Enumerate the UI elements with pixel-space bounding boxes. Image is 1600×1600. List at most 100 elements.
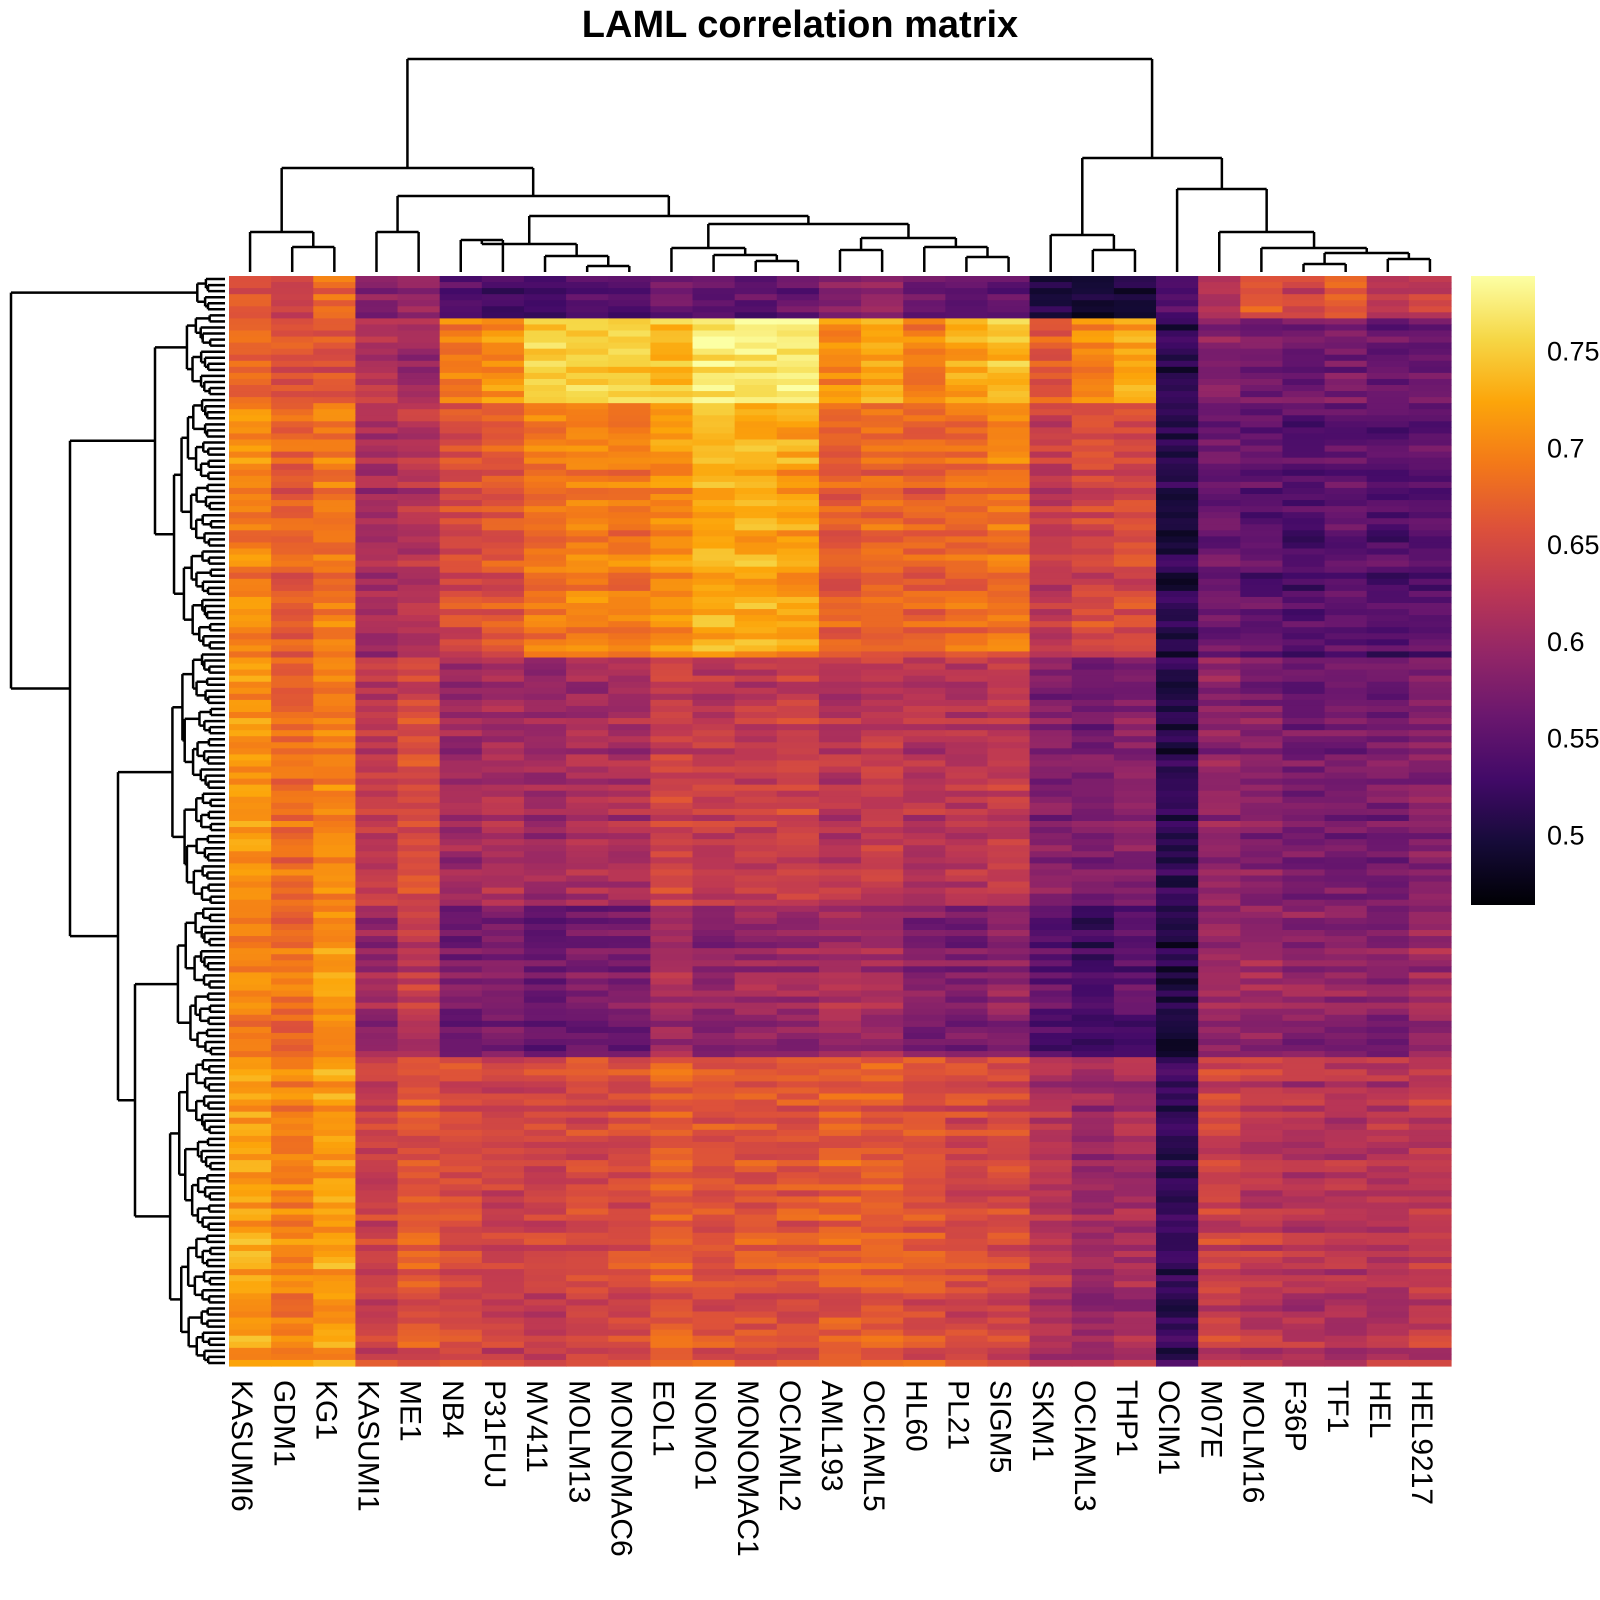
heatmap-cell [1408, 712, 1452, 719]
heatmap-cell [1029, 1063, 1073, 1070]
heatmap-cell [1282, 1069, 1326, 1076]
heatmap-cell [271, 833, 314, 840]
heatmap-cell [608, 481, 651, 489]
heatmap-cell [355, 1045, 399, 1052]
heatmap-cell [776, 1148, 820, 1155]
heatmap-cell [734, 360, 778, 368]
heatmap-cell [229, 1039, 272, 1046]
heatmap-cell [1366, 500, 1410, 507]
heatmap-cell [439, 699, 483, 707]
heatmap-cell [1029, 754, 1073, 762]
heatmap-cell [1029, 1051, 1073, 1058]
heatmap-cell [945, 930, 989, 937]
heatmap-cell [987, 475, 1031, 483]
heatmap-cell [481, 1166, 525, 1173]
heatmap-cell [1366, 1039, 1410, 1046]
heatmap-cell [776, 354, 820, 362]
heatmap-cell [271, 294, 314, 301]
heatmap-cell [481, 996, 525, 1004]
heatmap-cell [734, 342, 778, 350]
heatmap-cell [397, 1111, 441, 1119]
heatmap-cell [397, 839, 441, 846]
heatmap-cell [818, 409, 862, 416]
heatmap-cell [776, 881, 820, 889]
heatmap-cell [818, 784, 862, 792]
heatmap-cell [692, 681, 736, 689]
heatmap-cell [355, 887, 399, 895]
heatmap-cell [776, 360, 820, 368]
heatmap-cell [1240, 378, 1284, 386]
heatmap-cell [1366, 566, 1410, 574]
heatmap-cell [1198, 1238, 1241, 1246]
heatmap-cell [692, 481, 736, 489]
heatmap-cell [1071, 827, 1115, 834]
heatmap-cell [481, 1257, 525, 1264]
heatmap-cell [229, 500, 272, 507]
heatmap-cell [1156, 372, 1199, 380]
heatmap-cell [1029, 451, 1073, 459]
heatmap-cell [818, 300, 862, 307]
heatmap-cell [818, 1081, 862, 1089]
heatmap-cell [1198, 887, 1241, 895]
heatmap-cell [1366, 984, 1410, 992]
heatmap-cell [1198, 1093, 1241, 1101]
heatmap-cell [776, 911, 820, 919]
heatmap-cell [608, 833, 651, 840]
heatmap-cell [608, 821, 651, 828]
heatmap-cell [1029, 851, 1073, 858]
heatmap-cell [861, 905, 904, 913]
heatmap-cell [1240, 712, 1284, 719]
heatmap-cell [987, 603, 1031, 610]
heatmap-cell [566, 917, 609, 925]
heatmap-cell [861, 712, 904, 719]
heatmap-cell [1071, 736, 1115, 743]
heatmap-cell [439, 354, 483, 362]
heatmap-cell [1282, 1244, 1326, 1252]
heatmap-cell [987, 469, 1031, 477]
heatmap-cell [1324, 778, 1368, 786]
heatmap-cell [271, 1069, 314, 1076]
heatmap-cell [1156, 1263, 1199, 1270]
heatmap-cell [271, 1214, 314, 1222]
heatmap-cell [523, 724, 567, 731]
heatmap-cell [313, 469, 357, 477]
heatmap-cell [439, 802, 483, 810]
heatmap-cell [313, 1111, 357, 1119]
heatmap-cell [313, 887, 357, 895]
heatmap-cell [1324, 1039, 1368, 1046]
heatmap-cell [523, 863, 567, 871]
heatmap-cell [439, 960, 483, 967]
heatmap-cell [818, 615, 862, 622]
heatmap-cell [397, 566, 441, 574]
heatmap-cell [776, 609, 820, 616]
heatmap-cell [1366, 1057, 1410, 1064]
heatmap-cell [1408, 1172, 1452, 1179]
heatmap-cell [650, 427, 694, 435]
heatmap-cell [229, 475, 272, 483]
heatmap-cell [945, 657, 989, 665]
heatmap-cell [945, 403, 989, 410]
heatmap-cell [861, 1299, 904, 1307]
heatmap-cell [1408, 1026, 1452, 1034]
heatmap-cell [776, 633, 820, 640]
heatmap-cell [229, 1123, 272, 1131]
heatmap-cell [650, 863, 694, 871]
heatmap-cell [1156, 415, 1199, 422]
heatmap-cell [650, 996, 694, 1004]
heatmap-cell [439, 936, 483, 943]
heatmap-cell [313, 712, 357, 719]
heatmap-cell [313, 736, 357, 743]
heatmap-cell [1240, 1263, 1284, 1270]
heatmap-cell [1156, 845, 1199, 852]
heatmap-cell [776, 917, 820, 925]
heatmap-cell [355, 1226, 399, 1234]
heatmap-cell [1156, 318, 1199, 326]
heatmap-cell [355, 736, 399, 743]
heatmap-cell [439, 784, 483, 792]
heatmap-cell [1198, 391, 1241, 398]
heatmap-cell [1156, 306, 1199, 313]
heatmap-cell [481, 808, 525, 816]
heatmap-cell [608, 730, 651, 737]
heatmap-cell [650, 463, 694, 471]
heatmap-cell [1240, 1214, 1284, 1222]
